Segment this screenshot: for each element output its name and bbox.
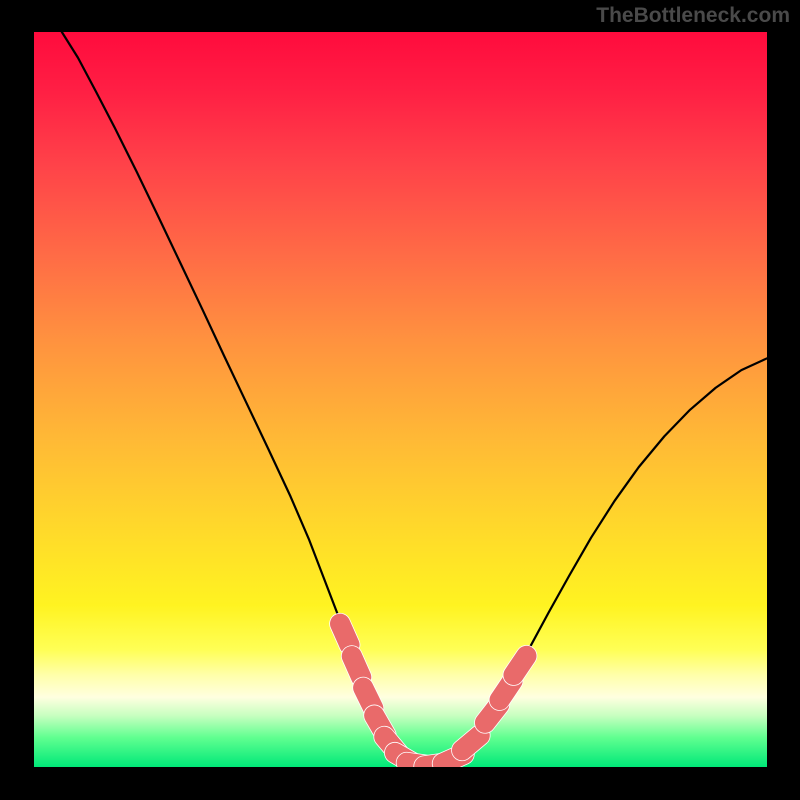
bottleneck-curve-line [62, 32, 767, 766]
watermark-text: TheBottleneck.com [596, 4, 790, 28]
curve-markers-group [326, 610, 541, 767]
plot-area [34, 32, 767, 767]
bottleneck-curve-chart [34, 32, 767, 767]
